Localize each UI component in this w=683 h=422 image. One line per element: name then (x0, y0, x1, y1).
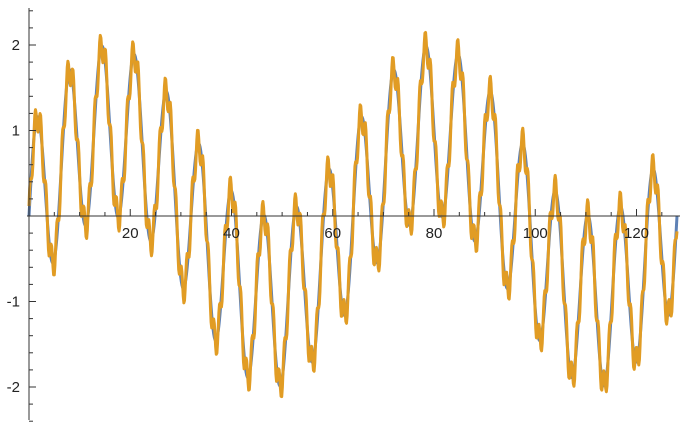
y-tick-label: -1 (7, 294, 20, 311)
series-layer (27, 30, 679, 399)
x-tick-label: 20 (122, 225, 139, 242)
series-line-2 (27, 30, 679, 399)
x-tick-label: 40 (223, 225, 240, 242)
y-tick-label: -2 (7, 379, 20, 396)
ticks-layer: 20 40 60 80 100 120 2 1 -1 -2 (7, 10, 663, 422)
y-tick-label: 2 (12, 37, 20, 54)
axes-layer (27, 8, 680, 420)
y-tick-label: 1 (12, 123, 20, 140)
x-tick-label: 100 (523, 225, 548, 242)
x-tick-label: 60 (324, 225, 341, 242)
x-tick-label: 120 (624, 225, 649, 242)
x-tick-label: 80 (426, 225, 443, 242)
